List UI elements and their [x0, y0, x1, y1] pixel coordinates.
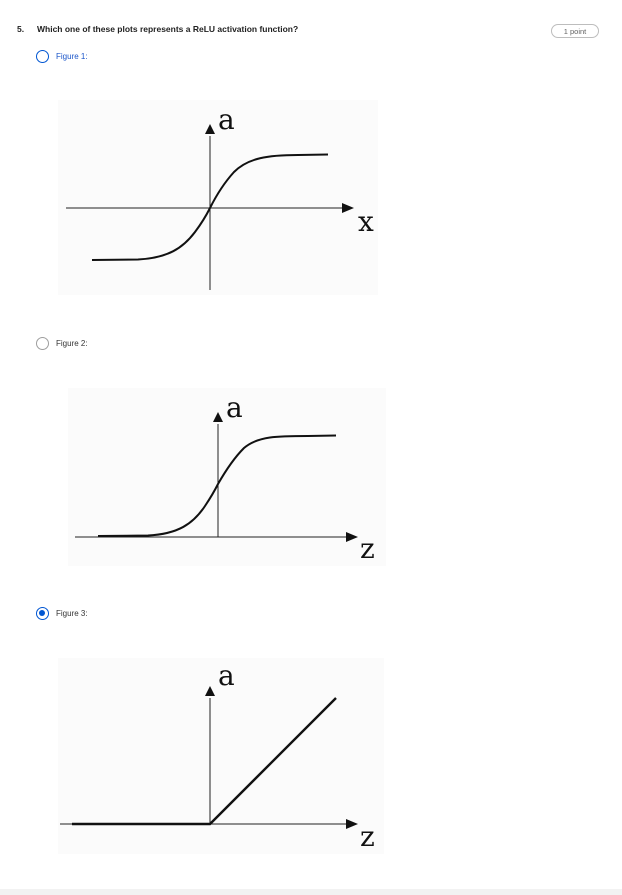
footer-divider: [0, 889, 622, 895]
question-number: 5.: [17, 24, 25, 34]
figure-1-y-arrow-icon: [205, 124, 215, 134]
figure-3-relu-curve: [72, 697, 337, 826]
option-label-figure-3: Figure 3:: [56, 608, 88, 618]
figure-2-sigmoid-plot: a z: [68, 388, 386, 566]
figure-2-y-arrow-icon: [213, 412, 223, 422]
figure-3-y-arrow-icon: [205, 686, 215, 696]
figure-2-svg: a z: [75, 391, 375, 565]
question-text: Which one of these plots represents a Re…: [37, 24, 299, 34]
figure-2-y-label: a: [226, 391, 243, 424]
figure-1-svg: a x: [66, 103, 374, 290]
figure-1-tanh-plot: a x: [58, 100, 378, 295]
radio-button-figure-1[interactable]: [36, 49, 49, 63]
figure-2-x-arrow-icon: [346, 532, 358, 542]
option-label-figure-2: Figure 2:: [56, 338, 88, 348]
figure-1-tanh-curve: [91, 153, 329, 261]
radio-button-figure-2[interactable]: [36, 336, 49, 350]
question-header: 5. Which one of these plots represents a…: [0, 0, 622, 50]
figure-3-y-label: a: [218, 659, 235, 692]
radio-button-figure-3[interactable]: [36, 606, 49, 620]
answer-option-figure-1[interactable]: Figure 1:: [36, 48, 88, 64]
option-label-figure-1: Figure 1:: [56, 51, 88, 61]
figure-2-x-label: z: [360, 532, 375, 565]
figure-2-sigmoid-curve: [97, 434, 337, 537]
figure-1-y-label: a: [218, 103, 235, 136]
points-badge: 1 point: [551, 24, 599, 38]
figure-3-x-label: z: [360, 820, 375, 853]
answer-option-figure-3[interactable]: Figure 3:: [36, 605, 88, 621]
figure-3-svg: a z: [60, 659, 375, 853]
figure-1-x-arrow-icon: [342, 203, 354, 213]
figure-3-relu-plot: a z: [58, 658, 384, 854]
answer-option-figure-2[interactable]: Figure 2:: [36, 335, 88, 351]
figure-3-x-arrow-icon: [346, 819, 358, 829]
figure-1-x-label: x: [358, 205, 374, 238]
